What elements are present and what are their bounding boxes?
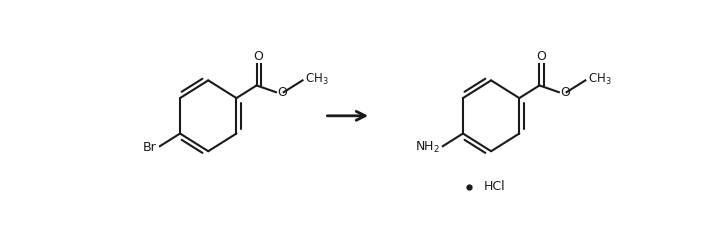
Text: O: O bbox=[278, 86, 288, 99]
Text: NH$_2$: NH$_2$ bbox=[415, 140, 440, 155]
Text: HCl: HCl bbox=[484, 180, 505, 193]
Text: CH$_3$: CH$_3$ bbox=[305, 72, 329, 87]
Text: O: O bbox=[536, 50, 546, 63]
Text: O: O bbox=[253, 50, 263, 63]
Text: O: O bbox=[560, 86, 570, 99]
Text: CH$_3$: CH$_3$ bbox=[588, 72, 611, 87]
Text: Br: Br bbox=[143, 141, 157, 154]
